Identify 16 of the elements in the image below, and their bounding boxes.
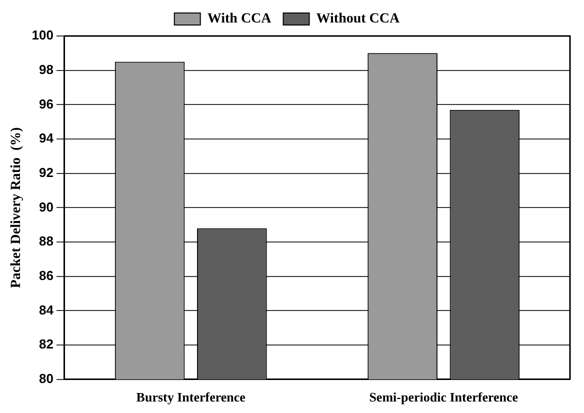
y-tick-label: 82 — [39, 336, 54, 352]
x-tick-label: Bursty Interference — [136, 390, 246, 405]
y-tick-label: 94 — [39, 130, 54, 146]
y-tick-label: 92 — [39, 164, 54, 180]
y-tick-label: 90 — [39, 199, 54, 214]
y-tick-label: 84 — [39, 302, 54, 318]
y-tick-label: 96 — [39, 96, 54, 112]
legend-label: Without CCA — [316, 12, 401, 27]
y-tick-label: 88 — [39, 234, 54, 249]
y-tick-label: 86 — [39, 268, 54, 283]
y-tick-label: 80 — [39, 370, 54, 386]
y-tick-label: 100 — [32, 28, 54, 43]
y-tick-label: 98 — [39, 62, 54, 77]
x-tick-label: Semi-periodic Interference — [369, 390, 518, 405]
y-axis-title: Packet Delivery Ratio (%) — [9, 126, 24, 288]
legend-label: With CCA — [207, 12, 272, 27]
